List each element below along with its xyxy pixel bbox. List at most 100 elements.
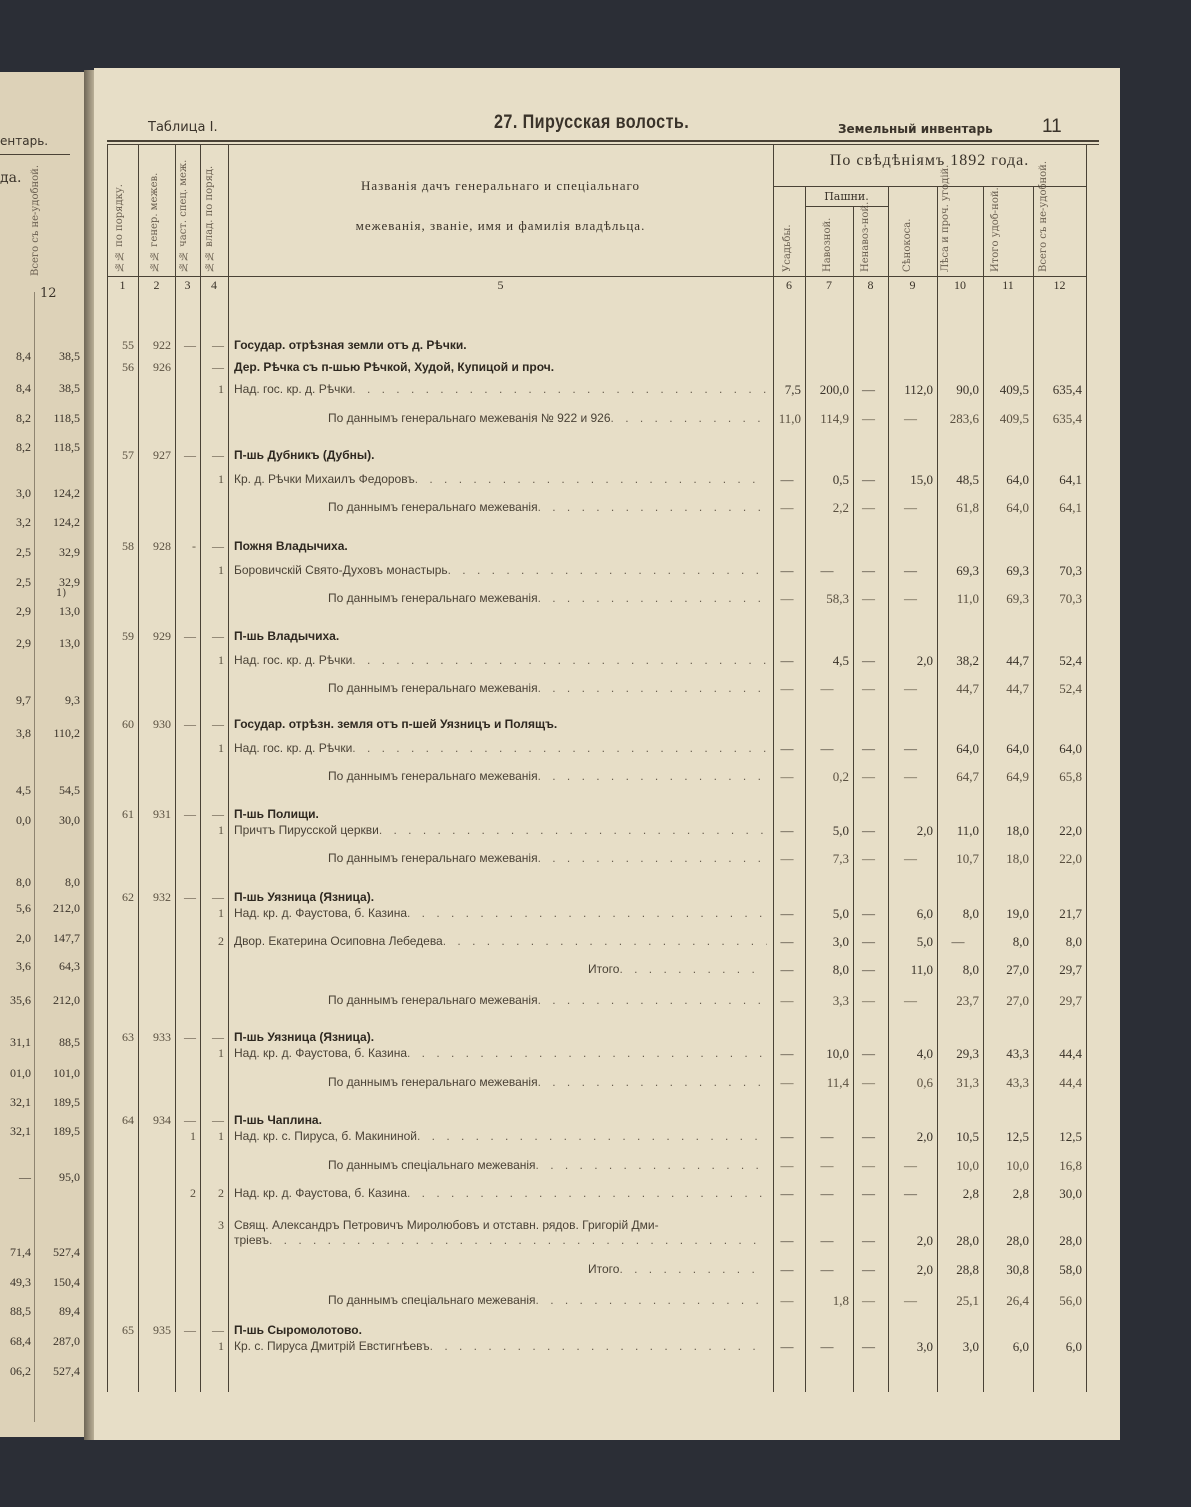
row-n2: 929 bbox=[153, 629, 171, 643]
row-name-text: Двор. Екатерина Осиповна Лебедева bbox=[234, 934, 443, 948]
left-col12-value: 88,5 bbox=[59, 1035, 80, 1049]
value-col-12: 70,3 bbox=[1059, 591, 1082, 606]
row-name: По даннымъ генеральнаго межеванія . . . … bbox=[328, 500, 767, 514]
value-col-7: 58,3 bbox=[826, 591, 849, 606]
value-col-11: 8,0 bbox=[1012, 934, 1029, 949]
table-row: По даннымъ генеральнаго межеванія . . . … bbox=[94, 500, 1094, 516]
value-col-12: 28,0 bbox=[1059, 1233, 1082, 1248]
dot-leader: . . . . . . . . . . . . . . . . . . . . … bbox=[535, 1158, 767, 1172]
table-row: 1 Над. кр. д. Фаустова, б. Казина . . . .… bbox=[94, 906, 1094, 922]
table-row: По даннымъ спеціальнаго межеванія . . . … bbox=[94, 1158, 1094, 1174]
row-name: Государ. отрѣзн. земля отъ п-шей Уязницъ… bbox=[234, 717, 767, 731]
value-col-12: 65,8 bbox=[1059, 769, 1082, 784]
left-col12-value: 9,3 bbox=[65, 693, 80, 707]
col-header-9: Сѣнокоса. bbox=[902, 218, 913, 272]
left-col12-value: 147,7 bbox=[53, 931, 80, 945]
value-col-8: — bbox=[862, 563, 875, 578]
dot-leader: . . . . . . . . . . . . . . . . . . . . … bbox=[537, 993, 767, 1007]
row-n4: — bbox=[212, 629, 224, 643]
book-gutter bbox=[84, 70, 96, 1440]
row-n1: 59 bbox=[122, 629, 134, 643]
table-row: 55 922 — — Государ. отрѣзная земли отъ д. Рѣ… bbox=[94, 338, 1094, 354]
value-col-8: — bbox=[862, 1262, 875, 1277]
row-name: П-шь Уязница (Язница). bbox=[234, 1030, 767, 1044]
value-col-8: — bbox=[862, 500, 875, 515]
col-header-5-line1: Названія дачъ генеральнаго и спеціальнаг… bbox=[361, 178, 640, 193]
row-n4: — bbox=[212, 807, 224, 821]
column-number: 10 bbox=[954, 278, 966, 292]
row-name: По даннымъ генеральнаго межеванія . . . … bbox=[328, 993, 767, 1007]
left-col12-value: 212,0 bbox=[53, 901, 80, 915]
value-col-6: — bbox=[780, 1262, 794, 1277]
left-col12-value: 89,4 bbox=[59, 1304, 80, 1318]
document-page: Таблица I. 27. Пирусская волость. Земель… bbox=[94, 68, 1120, 1440]
value-col-10: 11,0 bbox=[956, 823, 979, 838]
row-name-text: П-шь Чаплина. bbox=[234, 1113, 322, 1127]
value-col-10: 29,3 bbox=[956, 1046, 979, 1061]
left-col11-value: 8,2 bbox=[16, 411, 31, 425]
dot-leader: . . . . . . . . . . . . . . . . . . . . … bbox=[352, 653, 767, 667]
value-col-10: 283,6 bbox=[949, 411, 979, 426]
value-col-7: — bbox=[820, 1262, 834, 1277]
value-col-8: — bbox=[862, 382, 875, 397]
col-header-4: №№ влад. по поряд. bbox=[204, 165, 215, 272]
table-row: 60 930 — — Государ. отрѣзн. земля отъ п-шей … bbox=[94, 717, 1094, 733]
value-col-9: — bbox=[904, 500, 917, 515]
column-rule bbox=[200, 144, 201, 1392]
value-col-7: — bbox=[820, 681, 834, 696]
row-n1: 62 bbox=[122, 890, 134, 904]
row-n4: — bbox=[212, 539, 224, 553]
row-name-text: Дер. Рѣчка съ п-шью Рѣчкой, Худой, Купиц… bbox=[234, 360, 555, 374]
row-name: Над. гос. кр. д. Рѣчки . . . . . . . . .… bbox=[234, 653, 767, 667]
value-col-11: 69,3 bbox=[1006, 563, 1029, 578]
row-n3: - bbox=[192, 539, 196, 553]
row-name: Дер. Рѣчка съ п-шью Рѣчкой, Худой, Купиц… bbox=[234, 360, 767, 374]
left-col12-value: 8,0 bbox=[65, 875, 80, 889]
row-name: Кр. д. Рѣчки Михаилъ Федоровъ . . . . . … bbox=[234, 472, 767, 486]
value-col-6: — bbox=[780, 1158, 794, 1173]
value-col-10: 10,0 bbox=[956, 1158, 979, 1173]
value-col-11: 10,0 bbox=[1006, 1158, 1029, 1173]
row-name-text: По даннымъ генеральнаго межеванія bbox=[328, 500, 538, 514]
column-number: 2 bbox=[153, 278, 160, 292]
value-col-6: — bbox=[780, 906, 794, 921]
value-col-6: — bbox=[780, 1293, 794, 1308]
value-col-6: — bbox=[780, 851, 794, 866]
header-rule bbox=[805, 206, 888, 207]
value-col-7: 0,5 bbox=[832, 472, 849, 487]
column-rule bbox=[1086, 144, 1087, 1392]
value-col-8: — bbox=[862, 1339, 875, 1354]
value-col-10: 31,3 bbox=[956, 1075, 979, 1090]
value-col-11: 409,5 bbox=[999, 382, 1029, 397]
row-name: Свящ. Александръ Петровичъ Миролюбовъ и … bbox=[234, 1218, 767, 1232]
dot-leader: . . . . . . . . . . . . . . . . . . . . … bbox=[537, 500, 767, 514]
table-row: По даннымъ генеральнаго межеванія . . . … bbox=[94, 993, 1094, 1009]
col-header-12: Всего съ не-удобной. bbox=[1038, 160, 1049, 272]
row-name-text: П-шь Полищи. bbox=[234, 807, 319, 821]
row-n4: 2 bbox=[218, 934, 224, 948]
value-col-7: 200,0 bbox=[819, 382, 849, 397]
row-n2: 935 bbox=[153, 1323, 171, 1337]
row-name: По даннымъ генеральнаго межеванія . . . … bbox=[328, 851, 767, 865]
value-col-9: 112,0 bbox=[904, 382, 933, 397]
value-col-6: — bbox=[780, 1075, 794, 1090]
value-col-10: 23,7 bbox=[956, 993, 979, 1008]
table-row: По даннымъ спеціальнаго межеванія . . . … bbox=[94, 1293, 1094, 1309]
left-col12-value: 287,0 bbox=[53, 1334, 80, 1348]
value-col-9: 2,0 bbox=[916, 653, 933, 668]
left-col11-value: — bbox=[19, 1170, 31, 1184]
row-n1: 61 bbox=[122, 807, 134, 821]
column-number: 3 bbox=[184, 278, 191, 292]
value-col-11: 44,7 bbox=[1006, 681, 1029, 696]
table-row: 1 1 Над. кр. с. Пируса, б. Макининой . . .… bbox=[94, 1129, 1094, 1145]
dot-leader: . . . . . . . . . . . . . . . . . . . . … bbox=[416, 1129, 767, 1143]
row-n4: — bbox=[212, 338, 224, 352]
row-name: Государ. отрѣзная земли отъ д. Рѣчки. bbox=[234, 338, 767, 352]
row-n2: 933 bbox=[153, 1030, 171, 1044]
row-name: Над. кр. д. Фаустова, б. Казина . . . . … bbox=[234, 1186, 767, 1200]
value-col-11: 2,8 bbox=[1012, 1186, 1029, 1201]
row-name-text: Государ. отрѣзная земли отъ д. Рѣчки. bbox=[234, 338, 467, 352]
row-n2: 926 bbox=[153, 360, 171, 374]
row-name: По даннымъ генеральнаго межеванія . . . … bbox=[328, 681, 767, 695]
left-col11-value: 5,6 bbox=[16, 901, 31, 915]
